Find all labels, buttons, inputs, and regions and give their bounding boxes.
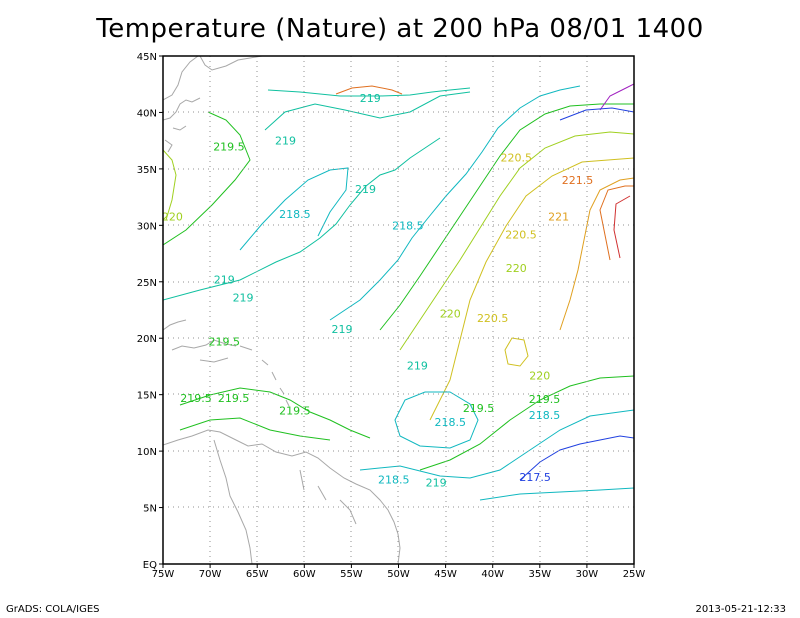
contour-label: 219	[275, 135, 296, 148]
contour-220-west	[163, 149, 177, 221]
contour-label: 220	[162, 210, 183, 223]
contour-218-5-central	[329, 85, 581, 321]
lon-tick-label: 55W	[340, 569, 363, 580]
contour-219-southwest	[179, 387, 371, 439]
contour-label: 220.5	[505, 228, 537, 241]
lat-tick-label: 20N	[137, 334, 157, 345]
lat-axis: EQ 5N 10N 15N 20N 25N 30N 35N 40N 45N	[137, 52, 163, 571]
contour-label: 218.5	[392, 219, 424, 232]
contour-label: 219.5	[180, 392, 212, 405]
contour-hot-core	[613, 195, 631, 259]
lat-tick-label: 35N	[137, 165, 157, 176]
contour-label: 220	[440, 307, 461, 320]
contour-label: 219.5	[463, 402, 495, 415]
contour-220-5	[429, 157, 634, 421]
contour-label: 219	[360, 92, 381, 105]
contour-north-cold	[599, 83, 634, 111]
contour-label: 219.5	[218, 392, 250, 405]
lat-tick-label: 30N	[137, 221, 157, 232]
contour-219-5-west	[163, 111, 251, 246]
contour-219-north	[267, 87, 471, 97]
contour-label-layer: 219 219 219.5 219 218.5 218.5 220 220.5 221.5 221…	[162, 92, 593, 490]
lon-tick-label: 45W	[434, 569, 457, 580]
contour-label: 219	[331, 323, 352, 336]
lon-tick-label: 25W	[623, 569, 646, 580]
lon-tick-label: 65W	[246, 569, 269, 580]
contour-label: 219.5	[213, 140, 245, 153]
contour-label: 219.5	[529, 393, 561, 406]
lon-axis: 75W 70W 65W 60W 55W 50W 45W 40W 35W 30W 25W	[152, 564, 646, 580]
lat-tick-label: 25N	[137, 278, 157, 289]
contour-label: 217.5	[519, 471, 551, 484]
lat-tick-label: 5N	[143, 504, 157, 515]
north-america-coast	[163, 56, 263, 153]
lat-lon-grid	[163, 56, 634, 564]
lon-tick-label: 35W	[528, 569, 551, 580]
contour-label: 220	[506, 262, 527, 275]
contour-label: 219	[355, 183, 376, 196]
contour-label: 219	[214, 274, 235, 287]
contour-219-west	[264, 91, 471, 131]
contour-label: 219.5	[279, 404, 311, 417]
lon-tick-label: 50W	[387, 569, 410, 580]
contour-label: 221	[548, 210, 569, 223]
contour-218-5-west	[239, 167, 349, 251]
lat-tick-label: 45N	[137, 52, 157, 63]
contour-lines	[163, 83, 634, 501]
lon-tick-label: 75W	[152, 569, 175, 580]
contour-label: 218.5	[279, 208, 311, 221]
south-america-coast	[163, 429, 401, 564]
contour-north-blue	[559, 107, 634, 121]
contour-218-5-south	[359, 409, 634, 479]
lat-tick-label: EQ	[143, 560, 157, 571]
contour-label: 219	[233, 292, 254, 305]
contour-label: 219	[407, 359, 428, 372]
footer-credit: GrADS: COLA/IGES	[6, 604, 100, 615]
lat-tick-label: 15N	[137, 391, 157, 402]
coastlines	[163, 56, 401, 564]
lon-tick-label: 70W	[199, 569, 222, 580]
lon-tick-label: 30W	[576, 569, 599, 580]
lon-tick-label: 40W	[481, 569, 504, 580]
contour-label: 218.5	[378, 473, 410, 486]
contour-218-5-pocket	[394, 391, 479, 449]
footer-timestamp: 2013-05-21-12:33	[695, 604, 786, 615]
contour-220-central	[399, 131, 634, 351]
contour-label: 220	[529, 369, 550, 382]
contour-label: 220.5	[501, 152, 533, 165]
lat-tick-label: 40N	[137, 108, 157, 119]
contour-label: 218.5	[529, 409, 561, 422]
plot-frame	[162, 55, 635, 565]
caribbean-islands	[163, 319, 290, 407]
lon-tick-label: 60W	[293, 569, 316, 580]
contour-219-central	[163, 137, 441, 301]
contour-label: 218.5	[435, 416, 467, 429]
contour-label: 219.5	[208, 336, 240, 349]
lat-tick-label: 10N	[137, 447, 157, 458]
contour-220-5-pocket	[504, 337, 529, 367]
contour-219-5-central	[379, 103, 634, 331]
contour-label: 219	[426, 477, 447, 490]
contour-221	[559, 177, 634, 331]
contour-label: 221.5	[562, 174, 594, 187]
map-title: Temperature (Nature) at 200 hPa 08/01 14…	[96, 14, 704, 44]
contour-221-5	[599, 185, 634, 261]
contour-219-5-south	[179, 375, 634, 471]
contour-south-deep	[479, 487, 634, 501]
contour-label: 220.5	[477, 312, 509, 325]
contour-north-warm	[335, 85, 403, 95]
